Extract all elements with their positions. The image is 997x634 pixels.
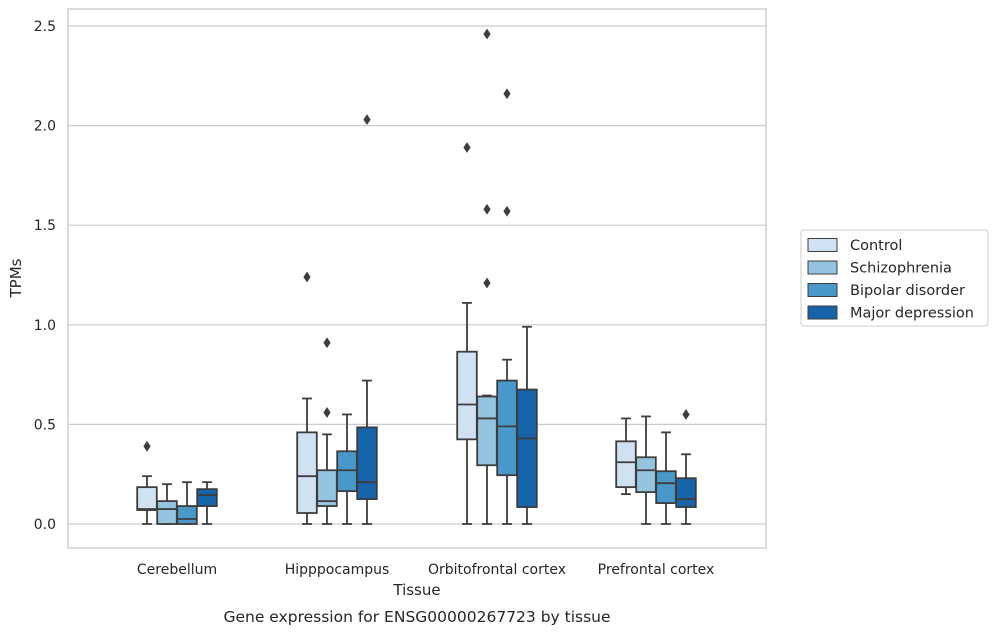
box (156, 500, 178, 525)
box (136, 486, 158, 511)
box (296, 431, 318, 514)
box-plot-bipolar-disorder (176, 481, 198, 525)
box (635, 456, 657, 494)
legend-label: Major depression (850, 306, 974, 322)
box (496, 379, 518, 477)
box (336, 450, 358, 493)
outlier-point (483, 203, 491, 215)
y-tick-label: 2.0 (34, 119, 56, 135)
outlier-point (463, 142, 471, 153)
y-tick-label: 1.0 (34, 318, 56, 334)
outlier-point (483, 28, 491, 40)
box-plot-schizophrenia (476, 28, 498, 525)
box (675, 477, 697, 508)
box (176, 505, 198, 525)
chart-caption: Gene expression for ENSG00000267723 by t… (223, 608, 610, 626)
outlier-point (303, 271, 311, 283)
box-plot-bipolar-disorder (336, 413, 358, 525)
box-plot-control (456, 142, 478, 525)
box-plot-major-depression (356, 114, 378, 525)
box-plot-schizophrenia (635, 415, 657, 525)
box-layer (136, 28, 697, 525)
y-tick-labels: 0.0 0.5 1.0 1.5 2.0 2.5 (34, 19, 56, 533)
legend-label: Bipolar disorder (850, 283, 965, 299)
y-tick-label: 1.5 (34, 218, 56, 234)
gridlines (68, 25, 766, 525)
legend-swatch (807, 283, 838, 297)
legend: Control Schizophrenia Bipolar disorder Majo… (800, 229, 989, 327)
box (655, 470, 677, 504)
box (615, 440, 637, 489)
outlier-point (682, 409, 690, 420)
box (456, 350, 478, 441)
y-tick-label: 0.5 (34, 417, 56, 433)
box (516, 388, 538, 508)
outlier-point (363, 114, 371, 126)
box-plot-schizophrenia (156, 483, 178, 525)
box-plot-major-depression (516, 325, 538, 525)
box (476, 395, 498, 467)
box-plot-bipolar-disorder (496, 88, 518, 525)
legend-swatch (807, 238, 838, 252)
x-tick-label: Prefrontal cortex (598, 562, 715, 578)
box (356, 426, 378, 500)
legend-swatch (807, 305, 838, 320)
x-tick-labels: Cerebellum Hipppocampus Orbitofrontal cort… (137, 562, 714, 578)
plot-frame (67, 8, 767, 549)
box-plot-schizophrenia (316, 337, 338, 525)
box-plot-control (136, 440, 158, 525)
legend-label: Control (850, 238, 902, 254)
legend-label: Schizophrenia (850, 261, 952, 277)
box-plot-major-depression (196, 481, 218, 525)
outlier-point (323, 337, 331, 349)
box-plot-control (615, 417, 637, 496)
outlier-point (483, 277, 491, 289)
x-axis-label: Tissue (392, 581, 440, 599)
x-tick-label: Orbitofrontal cortex (428, 562, 566, 578)
box-plot-control (296, 271, 318, 525)
y-axis-label: TPMs (7, 258, 25, 298)
box-plot-bipolar-disorder (655, 431, 677, 525)
x-tick-label: Hipppocampus (285, 562, 390, 578)
outlier-point (503, 205, 511, 217)
y-tick-label: 0.0 (34, 517, 56, 533)
outlier-point (323, 407, 331, 418)
legend-swatch (807, 260, 838, 275)
box-plot-major-depression (675, 409, 697, 525)
y-tick-label: 2.5 (34, 19, 56, 35)
outlier-point (503, 88, 511, 100)
x-tick-label: Cerebellum (137, 562, 217, 578)
box (196, 488, 218, 507)
outlier-point (143, 440, 151, 452)
legend-frame (800, 229, 989, 327)
